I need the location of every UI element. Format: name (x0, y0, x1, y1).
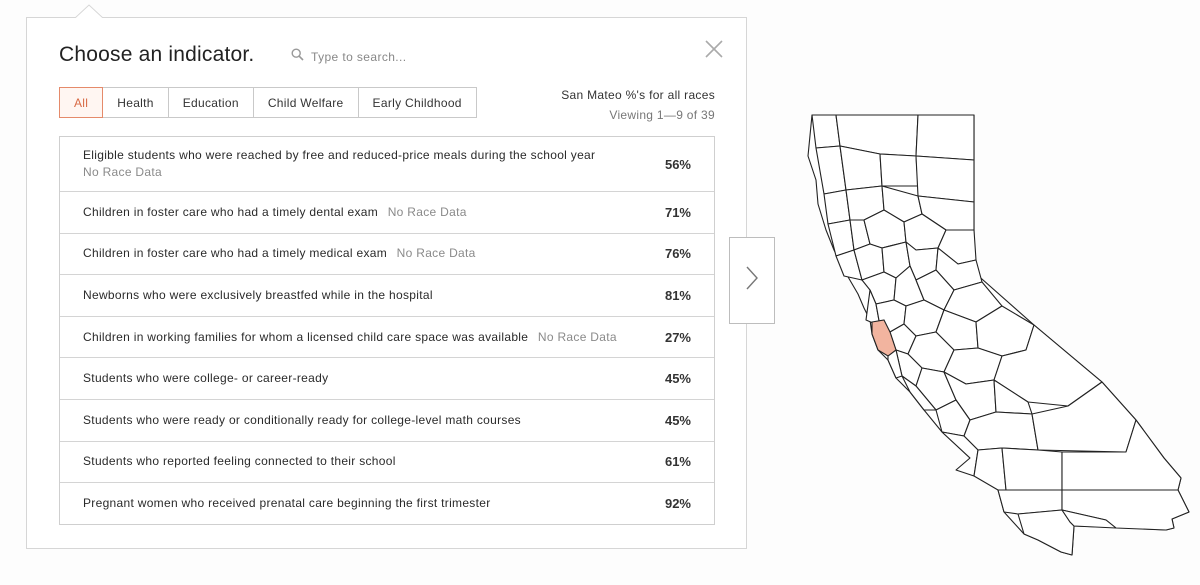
filter-all[interactable]: All (59, 87, 104, 118)
row-label: Students who were ready or conditionally… (83, 412, 521, 427)
viewing-count: Viewing 1—9 of 39 (609, 108, 715, 122)
filter-health[interactable]: Health (102, 87, 169, 118)
list-item[interactable]: Pregnant women who received prenatal car… (60, 482, 714, 524)
list-item[interactable]: Eligible students who were reached by fr… (60, 137, 714, 191)
list-item[interactable]: Newborns who were exclusively breastfed … (60, 274, 714, 316)
row-label: Newborns who were exclusively breastfed … (83, 287, 433, 302)
row-note: No Race Data (83, 165, 162, 179)
row-note: No Race Data (387, 204, 467, 219)
indicator-list: Eligible students who were reached by fr… (59, 136, 715, 525)
category-filters: All Health Education Child Welfare Early… (59, 87, 477, 118)
row-value: 76% (664, 246, 691, 262)
close-icon[interactable] (703, 38, 725, 60)
row-value: 56% (664, 156, 691, 172)
list-item[interactable]: Students who reported feeling connected … (60, 440, 714, 483)
row-text: Students who reported feeling connected … (83, 453, 651, 470)
row-label: Students who reported feeling connected … (83, 454, 396, 469)
list-item[interactable]: Children in working families for whom a … (60, 315, 714, 358)
row-label: Children in working families for whom a … (83, 329, 529, 344)
row-note: No Race Data (537, 329, 617, 344)
row-text: Children in foster care who had a timely… (83, 204, 651, 221)
row-text: Children in working families for whom a … (83, 329, 651, 346)
list-item[interactable]: Children in foster care who had a timely… (60, 232, 714, 275)
row-text: Pregnant women who received prenatal car… (83, 495, 651, 512)
search-icon (291, 48, 304, 66)
indicator-panel: Choose an indicator. All Health Educatio… (26, 4, 747, 549)
search-box[interactable] (291, 48, 491, 66)
list-item[interactable]: Children in foster care who had a timely… (60, 191, 714, 233)
page-title: Choose an indicator. (59, 43, 255, 66)
chevron-right-icon (745, 265, 759, 296)
list-item[interactable]: Students who were college- or career-rea… (60, 357, 714, 399)
row-label: Pregnant women who received prenatal car… (83, 495, 491, 510)
scope-label: San Mateo %'s for all races (561, 88, 715, 102)
row-label: Students who were college- or career-rea… (83, 371, 329, 386)
row-value: 81% (664, 287, 691, 303)
row-text: Newborns who were exclusively breastfed … (83, 287, 651, 304)
row-value: 92% (664, 495, 691, 511)
row-value: 61% (664, 454, 691, 470)
row-value: 27% (664, 329, 691, 345)
row-label: Children in foster care who had a timely… (83, 204, 379, 219)
search-input[interactable] (311, 50, 491, 64)
row-value: 45% (664, 412, 691, 428)
filter-education[interactable]: Education (167, 87, 254, 118)
row-value: 45% (664, 371, 691, 387)
filter-child-welfare[interactable]: Child Welfare (252, 87, 359, 118)
row-label: Eligible students who were reached by fr… (83, 148, 596, 162)
row-note: No Race Data (396, 246, 476, 261)
filter-early-childhood[interactable]: Early Childhood (357, 87, 477, 118)
row-text: Students who were ready or conditionally… (83, 412, 651, 429)
california-county-map[interactable] (806, 110, 1196, 580)
row-text: Eligible students who were reached by fr… (83, 147, 651, 181)
row-value: 71% (664, 204, 691, 220)
result-meta: San Mateo %'s for all races Viewing 1—9 … (561, 85, 715, 125)
highlighted-county-san-mateo (871, 319, 897, 357)
row-text: Students who were college- or career-rea… (83, 370, 651, 387)
row-text: Children in foster care who had a timely… (83, 245, 651, 262)
next-page-button[interactable] (729, 237, 775, 324)
list-item[interactable]: Students who were ready or conditionally… (60, 398, 714, 441)
row-label: Children in foster care who had a timely… (83, 246, 388, 261)
